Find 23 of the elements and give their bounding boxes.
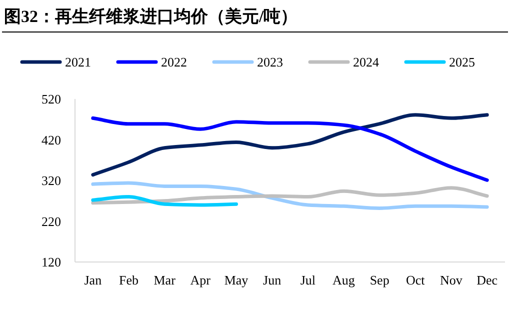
legend-label: 2025 [449, 54, 475, 70]
y-tick-label: 520 [42, 92, 61, 106]
legend-label: 2023 [257, 54, 283, 70]
legend-label: 2024 [353, 54, 380, 70]
x-tick-label: Nov [440, 272, 463, 288]
x-tick-label: Jun [263, 272, 282, 288]
x-tick-label: Feb [119, 272, 138, 288]
x-tick-label: Jul [300, 272, 316, 288]
legend-label: 2021 [65, 54, 91, 70]
x-tick-label: Apr [190, 272, 212, 288]
chart-title: 图32：再生纤维浆进口均价（美元/吨） [4, 7, 298, 26]
x-tick-label: Sep [370, 272, 390, 288]
x-tick-label: Aug [332, 272, 356, 288]
x-tick-label: May [224, 272, 249, 288]
x-tick-label: Mar [154, 272, 176, 288]
legend-label: 2022 [161, 54, 187, 70]
x-tick-label: Dec [476, 272, 498, 288]
x-tick-label: Oct [406, 272, 426, 288]
y-tick-label: 420 [42, 132, 61, 148]
x-tick-label: Jan [84, 272, 102, 288]
y-tick-label: 120 [42, 254, 61, 270]
y-tick-label: 320 [42, 173, 61, 188]
y-tick-label: 220 [42, 214, 61, 229]
